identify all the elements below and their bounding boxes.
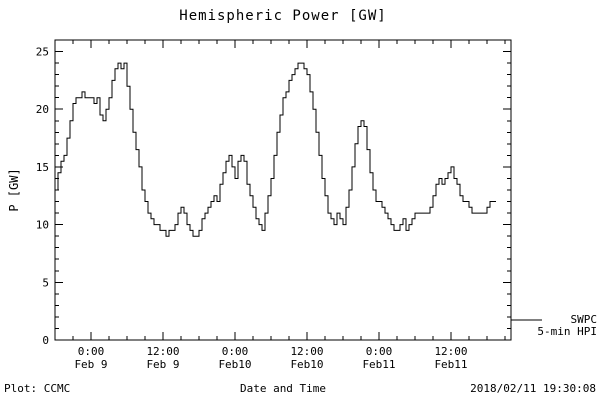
x-tick-time-label: 0:00 <box>366 345 393 358</box>
x-tick-time-label: 0:00 <box>78 345 105 358</box>
legend: SWPC 5-min HPI <box>537 314 597 338</box>
plot-timestamp: 2018/02/11 19:30:08 <box>470 382 596 395</box>
y-tick-label: 15 <box>36 161 49 174</box>
x-tick-date-label: Feb 9 <box>146 358 179 371</box>
x-axis-label: Date and Time <box>239 382 327 395</box>
x-tick-time-label: 0:00 <box>222 345 249 358</box>
x-tick-date-label: Feb11 <box>362 358 395 371</box>
plot-credit: Plot: CCMC <box>4 382 71 395</box>
x-tick-time-label: 12:00 <box>146 345 179 358</box>
y-tick-label: 10 <box>36 219 49 232</box>
legend-series-desc: 5-min HPI <box>537 325 597 338</box>
x-tick-date-label: Feb10 <box>290 358 323 371</box>
y-tick-label: 20 <box>36 103 49 116</box>
y-tick-label: 5 <box>42 276 49 289</box>
data-line <box>55 62 496 237</box>
y-tick-label: 25 <box>36 46 49 59</box>
y-tick-label: 0 <box>42 334 49 347</box>
x-tick-time-label: 12:00 <box>434 345 467 358</box>
x-tick-date-label: Feb11 <box>434 358 467 371</box>
chart-title: Hemispheric Power [GW] <box>179 8 387 24</box>
plot-frame <box>54 39 512 341</box>
legend-series-name: SWPC <box>570 313 598 326</box>
x-tick-date-label: Feb10 <box>218 358 251 371</box>
x-tick-date-label: Feb 9 <box>74 358 107 371</box>
x-tick-time-label: 12:00 <box>290 345 323 358</box>
